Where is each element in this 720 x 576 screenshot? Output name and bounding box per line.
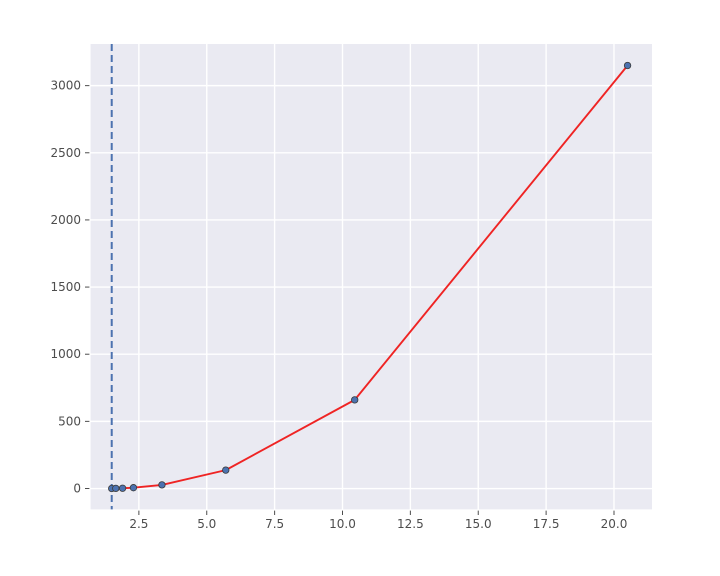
svg-text:500: 500 (58, 414, 81, 428)
svg-text:2500: 2500 (50, 146, 81, 160)
svg-text:2000: 2000 (50, 213, 81, 227)
svg-text:1500: 1500 (50, 280, 81, 294)
svg-text:0: 0 (73, 482, 81, 496)
svg-text:10.0: 10.0 (329, 517, 356, 531)
svg-text:7.5: 7.5 (265, 517, 284, 531)
svg-text:2.5: 2.5 (129, 517, 148, 531)
chart-svg: 2.5 5.0 7.5 10.0 12.5 15.0 17.5 20.0 0 500 1000 150… (0, 0, 720, 576)
svg-text:12.5: 12.5 (397, 517, 424, 531)
svg-text:5.0: 5.0 (197, 517, 216, 531)
svg-text:1000: 1000 (50, 347, 81, 361)
svg-text:15.0: 15.0 (465, 517, 492, 531)
svg-text:20.0: 20.0 (601, 517, 628, 531)
line-chart: 2.5 5.0 7.5 10.0 12.5 15.0 17.5 20.0 0 500 1000 150… (0, 0, 720, 576)
svg-text:3000: 3000 (50, 79, 81, 93)
svg-text:17.5: 17.5 (533, 517, 560, 531)
